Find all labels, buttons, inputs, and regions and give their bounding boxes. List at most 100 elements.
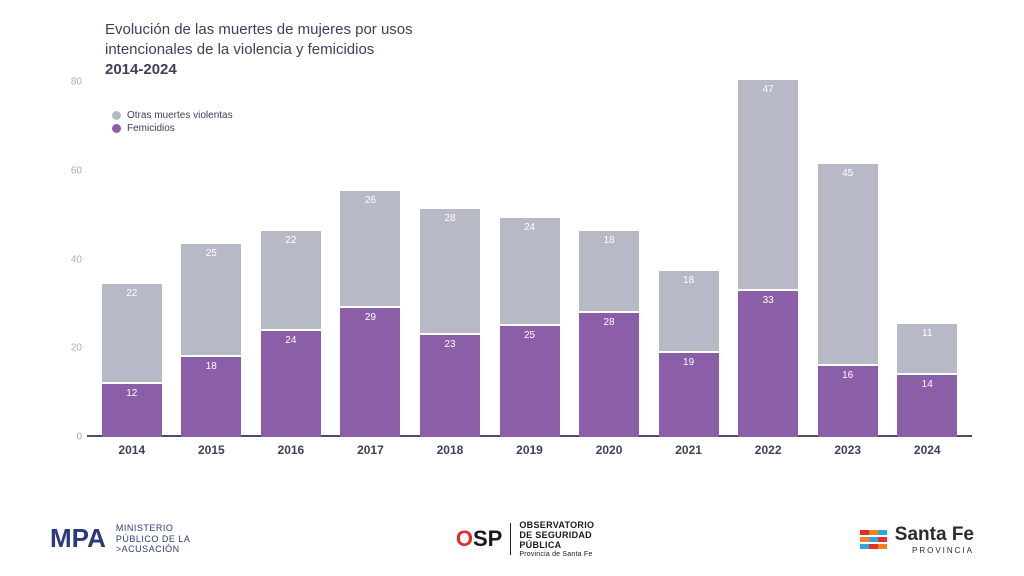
stripe-row <box>860 544 887 549</box>
legend-label: Otras muertes violentas <box>127 110 233 121</box>
legend-label: Femicidios <box>127 123 175 134</box>
stacked-bar: 12 22 <box>102 284 162 437</box>
bar-value-label: 22 <box>261 235 321 246</box>
logo-osp-text: OBSERVATORIO DE SEGURIDAD PÚBLICA Provin… <box>519 520 594 558</box>
bar-segment-otras: 28 <box>420 209 480 333</box>
bar-slot: 33 47 <box>728 82 808 437</box>
bar-segment-femicidios: 14 <box>897 375 957 437</box>
bar-segment-femicidios: 29 <box>340 308 400 437</box>
x-tick-label: 2021 <box>649 437 729 462</box>
osp-line-2: DE SEGURIDAD <box>519 530 594 540</box>
bar-segment-femicidios: 16 <box>818 366 878 437</box>
chart-title-block: Evolución de las muertes de mujeres por … <box>105 20 974 78</box>
stripe-segment <box>878 544 887 549</box>
y-tick-label: 0 <box>57 432 82 443</box>
mpa-line-1: MINISTERIO <box>116 523 191 534</box>
santa-fe-text: Santa Fe PROVINCIA <box>895 524 974 555</box>
title-line-2: intencionales de la violencia y femicidi… <box>105 40 974 60</box>
legend-swatch-icon <box>112 124 121 133</box>
bar-value-label: 23 <box>420 339 480 350</box>
bar-segment-otras: 26 <box>340 191 400 306</box>
x-tick-label: 2022 <box>728 437 808 462</box>
logo-santa-fe: Santa Fe PROVINCIA <box>860 524 974 555</box>
stripe-segment <box>869 537 878 542</box>
bar-value-label: 33 <box>738 295 798 306</box>
mpa-line-2: PÚBLICO DE LA <box>116 534 191 545</box>
bar-value-label: 24 <box>500 222 560 233</box>
x-tick-label: 2020 <box>569 437 649 462</box>
title-years: 2014-2024 <box>105 61 974 78</box>
stripe-row <box>860 530 887 535</box>
x-tick-label: 2023 <box>808 437 888 462</box>
stacked-bar: 24 22 <box>261 231 321 437</box>
bar-value-label: 45 <box>818 168 878 179</box>
bar-value-label: 25 <box>181 248 241 259</box>
stripe-segment <box>878 537 887 542</box>
bar-slot: 29 26 <box>331 82 411 437</box>
osp-line-4: Provincia de Santa Fe <box>519 551 594 558</box>
osp-divider <box>510 523 511 555</box>
bar-segment-femicidios: 28 <box>579 313 639 437</box>
osp-sp-letters: SP <box>473 526 502 552</box>
logo-osp-mark: OSP <box>456 526 502 552</box>
bar-segment-otras: 22 <box>102 284 162 382</box>
y-tick-label: 40 <box>57 254 82 265</box>
bar-slot: 28 18 <box>569 82 649 437</box>
osp-line-3: PÚBLICA <box>519 540 594 550</box>
bar-slot: 1645 <box>808 82 888 437</box>
stripe-segment <box>869 530 878 535</box>
bar-value-label: 24 <box>261 335 321 346</box>
bar-value-label: 47 <box>738 84 798 95</box>
bar-segment-otras: 25 <box>181 244 241 355</box>
bar-slot: 14 11 <box>887 82 967 437</box>
bar-slot: 24 22 <box>251 82 331 437</box>
x-tick-label: 2018 <box>410 437 490 462</box>
x-tick-label: 2017 <box>331 437 411 462</box>
logo-mpa: MPA MINISTERIO PÚBLICO DE LA >ACUSACIÓN <box>50 523 190 555</box>
bar-segment-otras: 24 <box>500 218 560 325</box>
stripe-segment <box>860 544 869 549</box>
y-tick-label: 20 <box>57 343 82 354</box>
legend-item: Femicidios <box>112 123 233 134</box>
bar-slot: 25 24 <box>490 82 570 437</box>
logo-osp: OSP OBSERVATORIO DE SEGURIDAD PÚBLICA Pr… <box>456 520 594 558</box>
legend: Otras muertes violentas Femicidios <box>112 110 233 136</box>
bar-segment-otras: 18 <box>659 271 719 351</box>
stacked-bar: 23 28 <box>420 209 480 437</box>
stacked-bar: 33 47 <box>738 80 798 437</box>
footer-logos: MPA MINISTERIO PÚBLICO DE LA >ACUSACIÓN … <box>50 520 974 558</box>
bar-value-label: 26 <box>340 195 400 206</box>
bar-value-label: 28 <box>420 213 480 224</box>
bar-slot: 1918 <box>649 82 729 437</box>
bar-value-label: 25 <box>500 330 560 341</box>
stripe-segment <box>878 530 887 535</box>
bar-value-label: 11 <box>897 328 957 339</box>
page-root: Evolución de las muertes de mujeres por … <box>0 0 1024 576</box>
x-axis-labels: 2014201520162017201820192020202120222023… <box>87 437 972 462</box>
santa-fe-name: Santa Fe <box>895 524 974 546</box>
bar-value-label: 18 <box>579 235 639 246</box>
x-tick-label: 2014 <box>92 437 172 462</box>
bar-slot: 23 28 <box>410 82 490 437</box>
osp-line-1: OBSERVATORIO <box>519 520 594 530</box>
bar-segment-otras: 18 <box>579 231 639 311</box>
bar-segment-femicidios: 23 <box>420 335 480 437</box>
bar-value-label: 14 <box>897 379 957 390</box>
bar-value-label: 12 <box>102 388 162 399</box>
stacked-bar: 1825 <box>181 244 241 437</box>
bar-segment-femicidios: 25 <box>500 326 560 437</box>
bar-segment-otras: 11 <box>897 324 957 373</box>
stacked-bar: 25 24 <box>500 218 560 437</box>
stacked-bar: 28 18 <box>579 231 639 437</box>
title-line-1: Evolución de las muertes de mujeres por … <box>105 20 974 40</box>
y-tick-label: 80 <box>57 77 82 88</box>
stacked-bar: 29 26 <box>340 191 400 437</box>
stripe-segment <box>860 537 869 542</box>
logo-mpa-text: MINISTERIO PÚBLICO DE LA >ACUSACIÓN <box>116 523 191 555</box>
bar-segment-otras: 47 <box>738 80 798 289</box>
bar-segment-femicidios: 33 <box>738 291 798 437</box>
x-tick-label: 2019 <box>490 437 570 462</box>
stripe-segment <box>869 544 878 549</box>
legend-swatch-icon <box>112 111 121 120</box>
stripe-segment <box>860 530 869 535</box>
